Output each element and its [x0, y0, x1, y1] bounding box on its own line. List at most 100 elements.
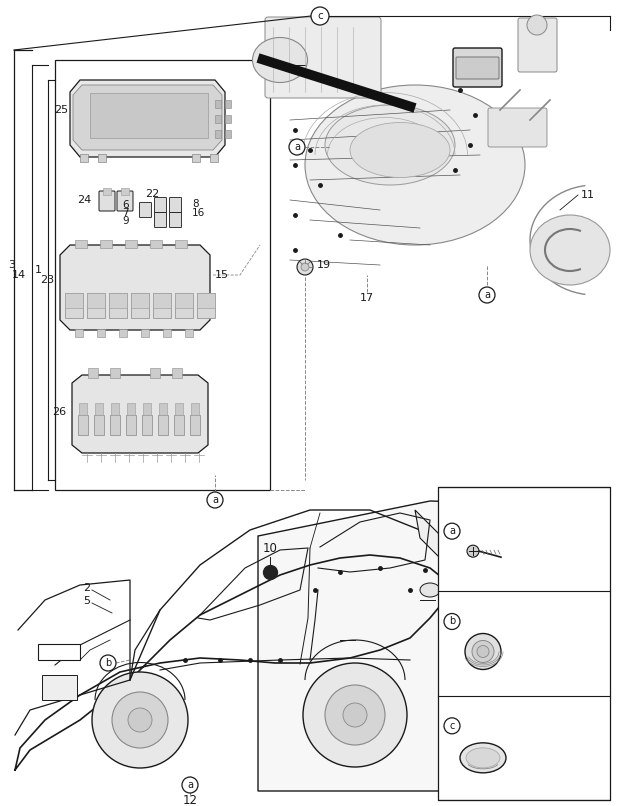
FancyBboxPatch shape	[139, 202, 152, 218]
Bar	[78, 415, 88, 435]
Text: 11: 11	[581, 190, 595, 200]
Bar	[65, 293, 83, 308]
FancyBboxPatch shape	[488, 108, 547, 147]
Bar	[75, 329, 83, 337]
Ellipse shape	[466, 748, 500, 768]
FancyBboxPatch shape	[453, 48, 502, 87]
Bar	[126, 415, 136, 435]
Text: 12: 12	[183, 793, 197, 806]
Bar	[172, 368, 182, 378]
Circle shape	[472, 641, 494, 663]
Text: c: c	[317, 11, 323, 21]
Circle shape	[301, 263, 309, 271]
Text: 10: 10	[263, 542, 278, 555]
Text: 18: 18	[480, 719, 496, 733]
Bar	[131, 293, 149, 318]
Bar	[153, 293, 171, 318]
Bar	[109, 293, 127, 308]
Ellipse shape	[460, 743, 506, 773]
Text: 5: 5	[83, 596, 90, 606]
Circle shape	[343, 703, 367, 727]
Bar	[225, 130, 231, 138]
Bar	[97, 329, 105, 337]
Bar	[141, 329, 149, 337]
Bar	[225, 115, 231, 123]
Bar	[87, 293, 105, 308]
Bar	[127, 403, 135, 415]
Text: c: c	[449, 721, 455, 731]
Text: b: b	[449, 617, 455, 626]
Bar	[121, 188, 129, 195]
Text: 13: 13	[52, 648, 66, 658]
Bar	[103, 188, 111, 195]
Bar	[215, 130, 221, 138]
Polygon shape	[60, 245, 210, 330]
Bar	[210, 154, 218, 162]
Polygon shape	[72, 375, 208, 453]
Bar	[88, 368, 98, 378]
Text: 3: 3	[8, 260, 15, 270]
Bar	[110, 368, 120, 378]
Text: a: a	[294, 142, 300, 152]
Bar	[79, 403, 87, 415]
Text: 21: 21	[480, 615, 496, 628]
Bar	[87, 293, 105, 318]
Bar	[175, 240, 187, 248]
Text: a: a	[187, 780, 193, 790]
Circle shape	[477, 646, 489, 658]
Bar	[42, 675, 77, 700]
FancyBboxPatch shape	[154, 197, 167, 213]
Text: 19: 19	[317, 260, 331, 270]
Bar	[158, 415, 168, 435]
Text: 6: 6	[122, 200, 129, 210]
Bar	[150, 240, 162, 248]
Text: 1: 1	[35, 265, 42, 275]
Circle shape	[100, 655, 116, 671]
Bar	[225, 100, 231, 108]
Bar	[215, 115, 221, 123]
FancyBboxPatch shape	[99, 191, 115, 211]
Bar	[110, 415, 120, 435]
Bar	[95, 403, 103, 415]
Text: 9: 9	[122, 216, 129, 226]
Circle shape	[444, 523, 460, 539]
Text: 22: 22	[145, 189, 159, 199]
Bar	[80, 154, 88, 162]
Polygon shape	[73, 85, 222, 150]
Bar	[119, 329, 127, 337]
Bar	[438, 487, 610, 800]
Bar	[94, 415, 104, 435]
Text: 8: 8	[192, 199, 199, 209]
Circle shape	[112, 692, 168, 748]
Text: 20: 20	[480, 525, 496, 538]
Ellipse shape	[350, 123, 450, 177]
Polygon shape	[70, 80, 225, 157]
FancyBboxPatch shape	[170, 213, 181, 227]
Bar	[109, 293, 127, 318]
FancyBboxPatch shape	[518, 18, 557, 72]
Bar	[90, 93, 208, 138]
FancyBboxPatch shape	[265, 17, 381, 98]
Text: b: b	[105, 658, 111, 668]
Text: 24: 24	[77, 195, 91, 205]
Circle shape	[325, 685, 385, 745]
Bar	[175, 293, 193, 308]
Bar	[153, 293, 171, 308]
Bar	[185, 329, 193, 337]
Bar	[197, 293, 215, 308]
Ellipse shape	[305, 85, 525, 245]
Text: 7: 7	[122, 208, 129, 218]
Bar	[38, 644, 80, 660]
Text: 23: 23	[40, 275, 54, 285]
Bar	[197, 293, 215, 318]
Text: 26: 26	[52, 407, 66, 417]
Bar	[55, 60, 270, 490]
Ellipse shape	[420, 583, 440, 597]
Circle shape	[92, 672, 188, 768]
Circle shape	[465, 634, 501, 670]
Circle shape	[182, 777, 198, 793]
Bar	[143, 403, 151, 415]
Bar	[163, 329, 171, 337]
Circle shape	[289, 139, 305, 155]
Circle shape	[297, 259, 313, 275]
